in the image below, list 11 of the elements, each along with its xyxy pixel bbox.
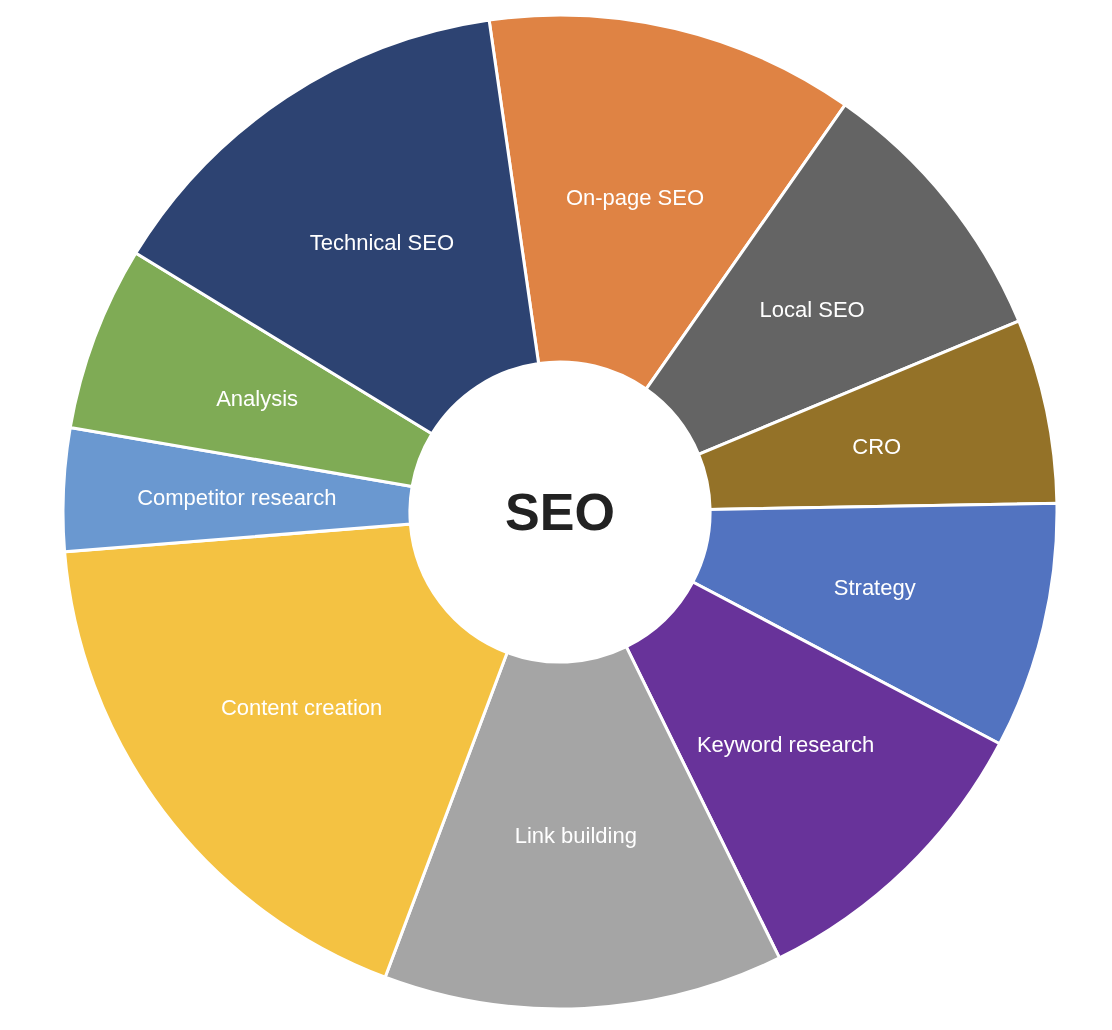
slice-label: Keyword research (696, 731, 875, 757)
slice-label: On-page SEO (565, 184, 705, 210)
slice-label: Link building (514, 822, 637, 848)
slice-label: Content creation (220, 694, 383, 720)
slice-label: Competitor research (137, 484, 337, 510)
slice-label: Technical SEO (309, 229, 455, 255)
slice-label: Local SEO (759, 296, 865, 322)
text: SEO (504, 482, 616, 543)
slice-label: Strategy (833, 574, 916, 600)
slice-label: CRO (852, 433, 902, 459)
slice-label: Analysis (216, 385, 299, 411)
